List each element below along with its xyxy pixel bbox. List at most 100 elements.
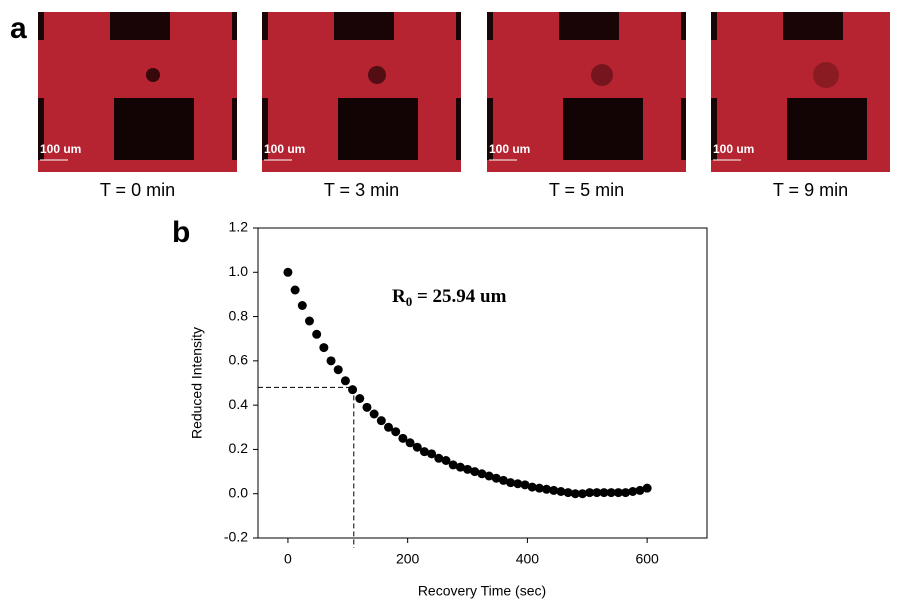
plot-frame bbox=[257, 227, 708, 539]
scale-bar-label: 100 um bbox=[489, 142, 530, 156]
square bbox=[681, 98, 686, 160]
bleach-spot bbox=[591, 64, 613, 86]
data-point bbox=[398, 433, 408, 443]
data-point bbox=[484, 471, 494, 481]
data-point bbox=[340, 376, 350, 386]
data-point bbox=[463, 464, 473, 474]
y-tick-label: 0.6 bbox=[229, 352, 249, 368]
data-point bbox=[369, 409, 379, 419]
data-point bbox=[628, 487, 638, 496]
y-axis-title: Reduced Intensity bbox=[189, 327, 205, 439]
micrograph bbox=[711, 12, 890, 172]
data-point bbox=[520, 480, 530, 490]
data-point bbox=[326, 356, 336, 366]
data-point bbox=[642, 483, 652, 493]
data-point bbox=[513, 479, 523, 489]
data-point bbox=[498, 475, 508, 485]
data-point bbox=[419, 447, 429, 457]
data-point bbox=[592, 488, 602, 498]
bleach-spot bbox=[368, 66, 386, 84]
x-tick-label: 600 bbox=[635, 551, 659, 567]
data-point bbox=[333, 365, 343, 375]
data-point bbox=[312, 329, 322, 339]
data-point bbox=[427, 449, 437, 459]
data-point bbox=[527, 482, 537, 492]
x-tick-label: 400 bbox=[516, 551, 540, 567]
data-point bbox=[542, 484, 552, 494]
annotation: R0 = 25.94 um bbox=[392, 286, 507, 309]
scale-bar-label: 100 um bbox=[264, 142, 305, 156]
data-point bbox=[297, 301, 307, 310]
data-point bbox=[477, 469, 487, 479]
micrograph bbox=[262, 12, 461, 172]
scale-bar-label: 100 um bbox=[40, 142, 81, 156]
y-tick-label: 1.0 bbox=[229, 263, 249, 279]
panel-label: b bbox=[172, 216, 190, 249]
data-point bbox=[549, 485, 559, 495]
square bbox=[487, 98, 493, 160]
square bbox=[38, 12, 44, 40]
data-point bbox=[621, 488, 631, 498]
data-point bbox=[491, 473, 501, 483]
micrograph bbox=[487, 12, 686, 172]
x-axis-title: Recovery Time (sec) bbox=[418, 583, 546, 599]
square bbox=[338, 98, 418, 160]
square bbox=[783, 12, 843, 40]
image-caption: T = 0 min bbox=[100, 180, 175, 200]
y-tick-label: 0.0 bbox=[229, 484, 249, 500]
data-point bbox=[405, 438, 415, 448]
square bbox=[559, 12, 619, 40]
data-point bbox=[506, 478, 516, 488]
data-point bbox=[391, 427, 401, 437]
square bbox=[456, 12, 461, 40]
micrograph bbox=[38, 12, 237, 172]
square bbox=[232, 12, 237, 40]
bleach-spot bbox=[813, 62, 839, 88]
y-tick-label: 0.2 bbox=[229, 440, 249, 456]
data-point bbox=[290, 285, 300, 295]
square bbox=[38, 98, 44, 160]
bleach-spot bbox=[146, 68, 160, 82]
y-tick-label: 0.8 bbox=[229, 307, 249, 323]
y-tick-label: -0.2 bbox=[224, 529, 248, 545]
data-point bbox=[534, 483, 544, 493]
data-point bbox=[441, 456, 451, 465]
square bbox=[110, 12, 170, 40]
data-point bbox=[606, 488, 616, 498]
data-point bbox=[319, 343, 329, 353]
data-point bbox=[283, 267, 293, 277]
x-tick-label: 0 bbox=[284, 551, 292, 567]
data-point bbox=[434, 453, 444, 463]
data-point bbox=[348, 385, 358, 395]
square bbox=[563, 98, 643, 160]
square bbox=[711, 12, 717, 40]
data-point bbox=[613, 488, 623, 498]
square bbox=[232, 98, 237, 160]
data-point bbox=[362, 402, 372, 412]
data-point bbox=[412, 442, 422, 452]
panel-label: a bbox=[10, 12, 27, 45]
square bbox=[114, 98, 194, 160]
data-point bbox=[635, 485, 645, 495]
data-point bbox=[448, 460, 458, 470]
square bbox=[487, 12, 493, 40]
image-caption: T = 9 min bbox=[773, 180, 848, 200]
y-tick-label: 0.4 bbox=[229, 396, 249, 412]
data-point bbox=[585, 488, 595, 498]
y-tick-label: 1.2 bbox=[229, 219, 249, 235]
square bbox=[681, 12, 686, 40]
square bbox=[787, 98, 867, 160]
data-point bbox=[470, 467, 480, 477]
data-point bbox=[376, 416, 386, 426]
data-point bbox=[384, 422, 394, 432]
data-point bbox=[563, 488, 573, 498]
data-point bbox=[304, 316, 314, 326]
square bbox=[262, 12, 268, 40]
square bbox=[262, 98, 268, 160]
data-point bbox=[455, 462, 465, 472]
data-point bbox=[599, 488, 609, 498]
data-point bbox=[577, 489, 587, 499]
data-point bbox=[570, 489, 580, 499]
image-caption: T = 5 min bbox=[549, 180, 624, 200]
